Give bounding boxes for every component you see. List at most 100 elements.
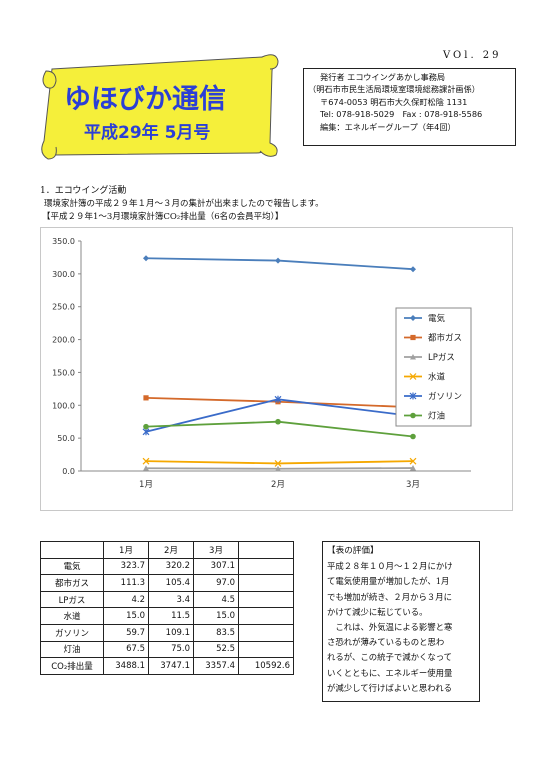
- table-header-row: 1月 2月 3月: [40, 541, 294, 559]
- x-tick-label: 2月: [271, 480, 285, 490]
- publisher-address: 〒674-0053 明石市大久保町松陰 1131: [320, 96, 468, 107]
- table-cell: 323.7: [103, 557, 149, 576]
- table-row: LPガス 4.2 3.4 4.5: [40, 590, 294, 609]
- data-point: [143, 395, 149, 401]
- total-cell: [238, 640, 294, 659]
- legend-label: ガソリン: [428, 391, 462, 402]
- table-cell: 3357.4: [193, 657, 239, 675]
- column-header: [40, 541, 104, 559]
- title-banner: [38, 47, 283, 162]
- row-label: 灯油: [40, 640, 104, 659]
- table-cell: 15.0: [193, 607, 239, 625]
- issue-date: 平成29年 5月号: [84, 123, 211, 143]
- y-tick-label: 50.0: [57, 434, 75, 443]
- row-label: CO₂排出量: [40, 657, 104, 675]
- table-cell: 3488.1: [103, 657, 149, 675]
- total-cell: [238, 574, 294, 592]
- evaluation-line: れるが、この統子で減かくなって: [327, 652, 453, 663]
- section-heading: 1．エコウイング活動: [40, 186, 127, 196]
- co2-line-chart: 0.0 50.0 100.0 150.0 200.0 250.0 300.0 350.0 1月 2…: [40, 227, 513, 511]
- total-cell: [238, 623, 294, 642]
- table-cell: 307.1: [193, 557, 239, 576]
- table-cell: 83.5: [193, 623, 239, 642]
- table-row: 都市ガス 111.3 105.4 97.0: [40, 574, 294, 592]
- column-header: 2月: [148, 541, 194, 559]
- evaluation-line: て電気使用量が増加したが、1月: [327, 576, 450, 587]
- total-cell: [238, 557, 294, 576]
- table-cell: 105.4: [148, 574, 194, 592]
- table-row: 水道 15.0 11.5 15.0: [40, 607, 294, 625]
- table-cell: 67.5: [103, 640, 149, 659]
- evaluation-line: さ恐れが薄みているものと思わ: [327, 637, 445, 648]
- row-label: 電気: [40, 557, 104, 576]
- total-cell: [238, 607, 294, 625]
- evaluation-line: これは、外気温による影響と寒: [327, 622, 453, 633]
- table-row: 電気 323.7 320.2 307.1: [40, 557, 294, 576]
- legend-label: LPガス: [428, 352, 455, 363]
- table-cell: 15.0: [103, 607, 149, 625]
- table-cell: 111.3: [103, 574, 149, 592]
- evaluation-heading: 【表の評価】: [327, 546, 379, 556]
- table-cell: 11.5: [148, 607, 194, 625]
- x-tick-label: 1月: [139, 480, 153, 490]
- y-tick-label: 0.0: [62, 467, 75, 476]
- data-point: [275, 257, 281, 264]
- chart-caption: 【平成２９年1～3月環境家計簿CO₂排出量（6名の会員平均）】: [42, 212, 284, 222]
- table-cell: 97.0: [193, 574, 239, 592]
- table-cell: 59.7: [103, 623, 149, 642]
- legend-label: 都市ガス: [428, 333, 462, 344]
- y-tick-label: 150.0: [52, 368, 75, 377]
- data-point: [142, 457, 150, 465]
- publisher-phone: Tel: 078-918-5029 Fax : 078-918-5586: [320, 109, 483, 120]
- column-header: 1月: [103, 541, 149, 559]
- table-cell: 75.0: [148, 640, 194, 659]
- legend-label: 電気: [428, 313, 446, 324]
- table-cell: 320.2: [148, 557, 194, 576]
- table-cell: 4.2: [103, 590, 149, 609]
- row-label: 都市ガス: [40, 574, 104, 592]
- publisher-box: 発行者 エコウイングあかし事務局 （明石市市民生活局環境室環境総務課計画係） 〒…: [303, 68, 516, 146]
- table-cell: 3.4: [148, 590, 194, 609]
- total-cell: [238, 590, 294, 609]
- data-point: [274, 460, 282, 467]
- table-cell: 109.1: [148, 623, 194, 642]
- legend-marker: [409, 373, 417, 380]
- co2-table: 1月 2月 3月 電気 323.7 320.2 307.1 都市ガス 111.3 105.4 97.…: [40, 541, 294, 675]
- table-cell: 4.5: [193, 590, 239, 609]
- legend-marker: [410, 334, 416, 341]
- legend-marker: [409, 392, 417, 400]
- row-label: 水道: [40, 607, 104, 625]
- article-intro: 環境家計簿の平成２９年１月～３月の集計が出来ましたので報告します。: [44, 199, 324, 209]
- y-tick-label: 250.0: [52, 303, 75, 312]
- data-point: [275, 418, 281, 425]
- evaluation-line: でも増加が続き、２月から３月に: [327, 591, 453, 602]
- data-point: [410, 465, 416, 471]
- column-header: [238, 541, 294, 559]
- data-point: [274, 395, 282, 403]
- data-point: [143, 255, 149, 262]
- row-label: ガソリン: [40, 623, 104, 642]
- y-tick-label: 200.0: [52, 336, 75, 345]
- data-point: [410, 433, 416, 440]
- chart-canvas: 0.0 50.0 100.0 150.0 200.0 250.0 300.0 350.0 1月 2…: [52, 237, 472, 490]
- data-point: [143, 423, 149, 430]
- y-tick-label: 100.0: [52, 401, 75, 410]
- table-cell: 3747.1: [148, 657, 194, 675]
- data-point: [409, 457, 417, 465]
- legend-marker: [410, 412, 416, 419]
- table-cell: 52.5: [193, 640, 239, 659]
- column-header: 3月: [193, 541, 239, 559]
- publisher-editor: 編集：エネルギーグループ（年4回）: [320, 121, 456, 132]
- legend-label: 灯油: [428, 411, 445, 422]
- x-tick-label: 3月: [406, 480, 420, 490]
- row-label: LPガス: [40, 590, 104, 609]
- newsletter-title: ゆほびか通信: [64, 84, 226, 115]
- legend-marker: [410, 354, 416, 360]
- data-point: [410, 266, 416, 273]
- evaluation-line: 平成２８年１０月～１２月にかけ: [327, 561, 453, 572]
- y-tick-label: 350.0: [52, 237, 75, 246]
- total-cell: 10592.6: [238, 657, 294, 675]
- y-tick-label: 300.0: [52, 270, 75, 279]
- evaluation-line: が減少して行けばよいと思われる: [327, 682, 452, 693]
- legend-marker: [410, 315, 416, 321]
